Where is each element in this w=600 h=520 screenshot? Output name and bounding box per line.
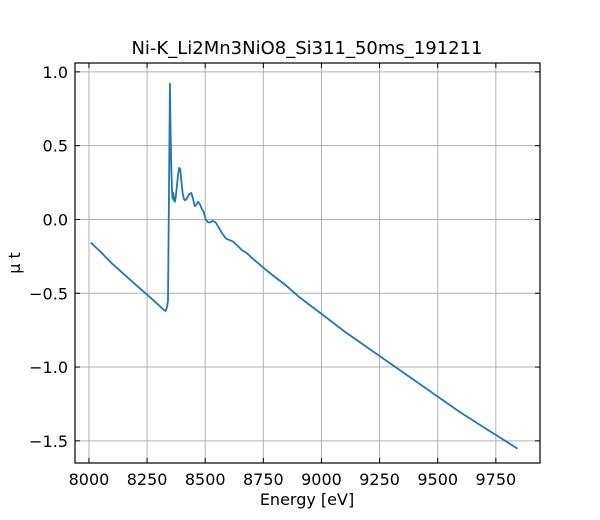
- x-tick-label: 9250: [359, 470, 400, 489]
- line-layer: [90, 82, 518, 450]
- y-tick-label: 0.5: [43, 137, 68, 156]
- y-tick-label: 0.0: [43, 210, 68, 229]
- tick-layer: 8000 8250 8500 8750 9000 9250 9500 9750 1.0 0.5 0.…: [29, 63, 540, 489]
- x-tick-label: 8750: [243, 470, 284, 489]
- series-line: [90, 82, 518, 450]
- x-tick-label: 9750: [475, 470, 516, 489]
- y-tick-label: −1.5: [29, 432, 68, 451]
- x-tick-label: 9000: [301, 470, 342, 489]
- x-tick-label: 8250: [127, 470, 168, 489]
- x-axis-label: Energy [eV]: [260, 490, 354, 509]
- y-tick-label: 1.0: [43, 63, 68, 82]
- x-tick-label: 8000: [69, 470, 110, 489]
- y-tick-label: −1.0: [29, 358, 68, 377]
- chart-title: Ni-K_Li2Mn3NiO8_Si311_50ms_191211: [131, 38, 482, 59]
- x-tick-label: 9500: [417, 470, 458, 489]
- plot-frame: [74, 62, 541, 464]
- grid-layer: [75, 63, 540, 463]
- y-axis-label: μ t: [5, 252, 24, 274]
- x-tick-label: 8500: [185, 470, 226, 489]
- y-tick-label: −0.5: [29, 284, 68, 303]
